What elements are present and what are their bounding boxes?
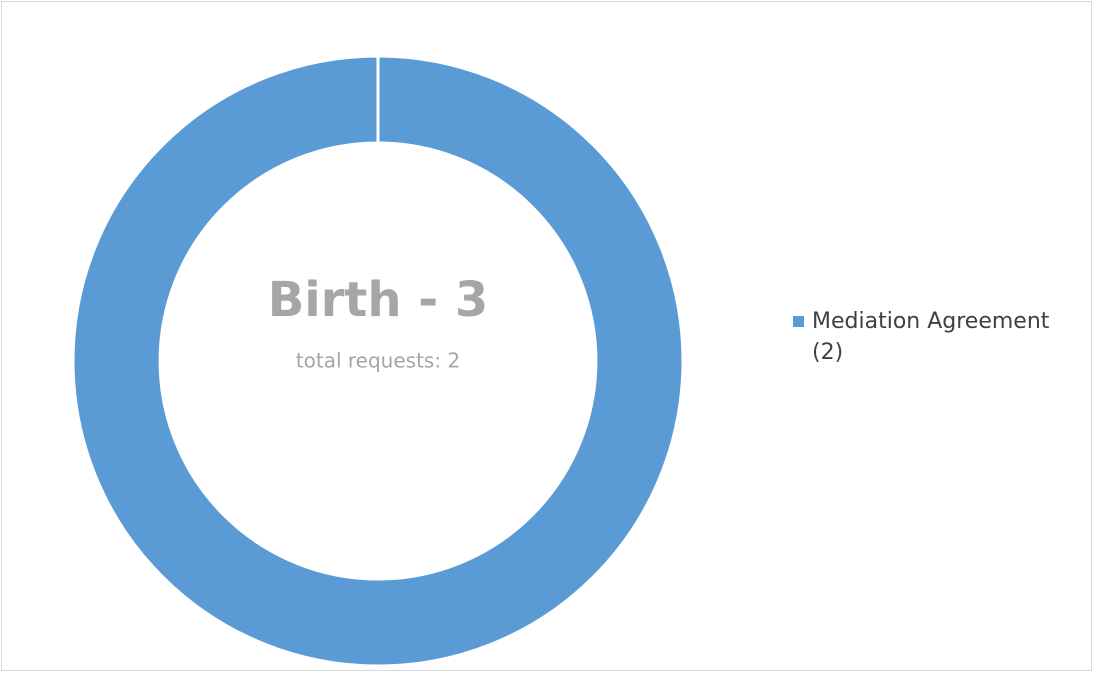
chart-subtitle: total requests: 2 xyxy=(296,349,460,373)
legend-label: Mediation Agreement xyxy=(812,309,1050,334)
legend-swatch xyxy=(793,316,804,327)
chart-title: Birth - 3 xyxy=(268,272,489,328)
legend-value: (2) xyxy=(812,340,843,365)
slices xyxy=(71,54,685,668)
donut-slice xyxy=(71,54,685,668)
legend: Mediation Agreement (2) xyxy=(793,309,1050,365)
